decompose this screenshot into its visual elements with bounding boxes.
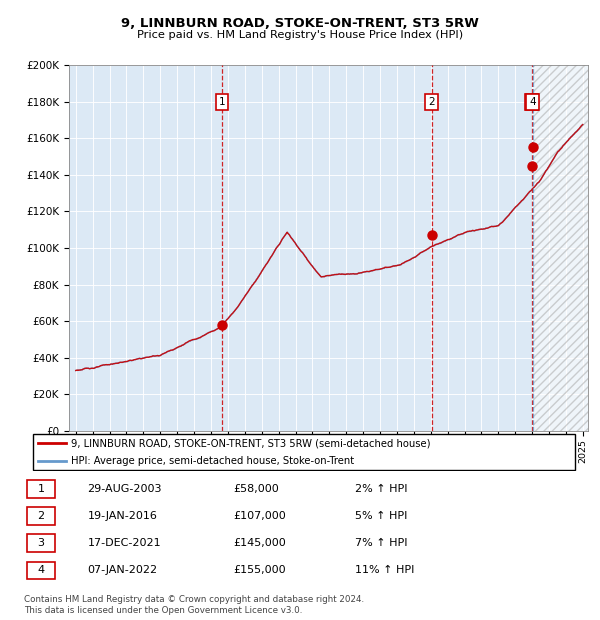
FancyBboxPatch shape <box>33 434 575 470</box>
Text: 9, LINNBURN ROAD, STOKE-ON-TRENT, ST3 5RW: 9, LINNBURN ROAD, STOKE-ON-TRENT, ST3 5R… <box>121 17 479 30</box>
Text: 2: 2 <box>428 97 435 107</box>
Text: £58,000: £58,000 <box>234 484 280 494</box>
Text: Contains HM Land Registry data © Crown copyright and database right 2024.
This d: Contains HM Land Registry data © Crown c… <box>24 595 364 614</box>
Bar <box>533 65 592 431</box>
FancyBboxPatch shape <box>27 534 55 552</box>
Text: 3: 3 <box>528 97 535 107</box>
Text: £145,000: £145,000 <box>234 538 287 548</box>
Text: 07-JAN-2022: 07-JAN-2022 <box>88 565 158 575</box>
Text: 3: 3 <box>38 538 44 548</box>
Text: 4: 4 <box>38 565 44 575</box>
Text: £155,000: £155,000 <box>234 565 286 575</box>
Text: 1: 1 <box>219 97 226 107</box>
Text: 2% ↑ HPI: 2% ↑ HPI <box>355 484 408 494</box>
Text: £107,000: £107,000 <box>234 512 287 521</box>
Text: 4: 4 <box>529 97 536 107</box>
Text: 1: 1 <box>38 484 44 494</box>
FancyBboxPatch shape <box>27 562 55 580</box>
Text: 17-DEC-2021: 17-DEC-2021 <box>88 538 161 548</box>
Text: 7% ↑ HPI: 7% ↑ HPI <box>355 538 408 548</box>
FancyBboxPatch shape <box>27 507 55 525</box>
Text: 2: 2 <box>38 512 44 521</box>
FancyBboxPatch shape <box>27 480 55 498</box>
Text: 11% ↑ HPI: 11% ↑ HPI <box>355 565 415 575</box>
Text: 19-JAN-2016: 19-JAN-2016 <box>88 512 157 521</box>
Text: HPI: Average price, semi-detached house, Stoke-on-Trent: HPI: Average price, semi-detached house,… <box>71 456 354 466</box>
Text: 29-AUG-2003: 29-AUG-2003 <box>88 484 162 494</box>
Text: 9, LINNBURN ROAD, STOKE-ON-TRENT, ST3 5RW (semi-detached house): 9, LINNBURN ROAD, STOKE-ON-TRENT, ST3 5R… <box>71 438 431 448</box>
Text: 5% ↑ HPI: 5% ↑ HPI <box>355 512 407 521</box>
Text: Price paid vs. HM Land Registry's House Price Index (HPI): Price paid vs. HM Land Registry's House … <box>137 30 463 40</box>
